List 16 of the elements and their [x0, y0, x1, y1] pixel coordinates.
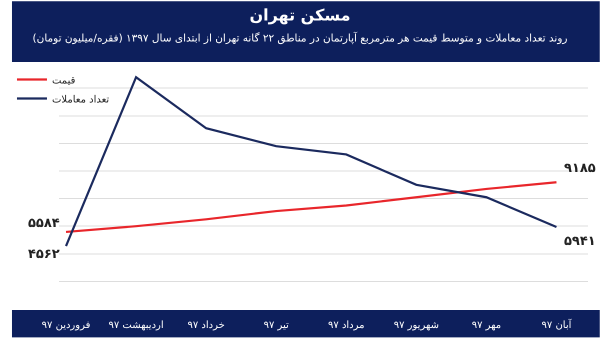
data-label: ۹۱۸۵	[564, 161, 596, 176]
x-tick-label: مهر ۹۷	[472, 320, 502, 331]
x-tick-label: خرداد ۹۷	[187, 320, 225, 331]
x-tick-label: مرداد ۹۷	[328, 320, 365, 331]
x-tick-label: فروردین ۹۷	[42, 320, 91, 331]
x-tick-label: اردیبهشت ۹۷	[108, 320, 164, 331]
legend-label: تعداد معاملات	[52, 94, 110, 106]
data-label: ۵۵۸۴	[28, 216, 60, 231]
x-tick-label: آبان ۹۷	[542, 318, 573, 331]
legend-label: قیمت	[52, 75, 76, 86]
x-tick-label: شهریور ۹۷	[394, 320, 439, 331]
chart-subtitle: روند تعداد معاملات و متوسط قیمت هر مترمربع آپارتمان در مناطق ۲۲ گانه تهران از ابتدای سال ۱۳۹۷ (فقره/میلیون تومان)	[32, 31, 568, 44]
data-label: ۵۹۴۱	[564, 234, 596, 249]
x-tick-label: تیر ۹۷	[264, 320, 290, 331]
data-label: ۴۵۶۲	[28, 247, 60, 262]
chart-title: مسکن تهران	[249, 6, 351, 25]
